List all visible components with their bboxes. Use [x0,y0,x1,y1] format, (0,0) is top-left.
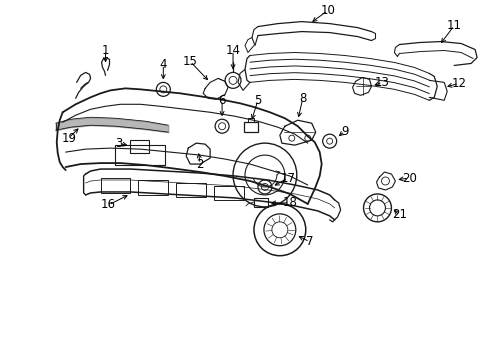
Text: 4: 4 [159,58,167,71]
Text: 21: 21 [391,208,406,221]
Text: 17: 17 [280,171,295,185]
Text: 16: 16 [101,198,116,211]
Text: 20: 20 [401,171,416,185]
Text: 1: 1 [102,44,109,57]
Text: 3: 3 [115,137,122,150]
Text: 5: 5 [254,94,261,107]
Text: 15: 15 [183,55,197,68]
Text: 12: 12 [451,77,466,90]
Text: 6: 6 [218,94,225,107]
Text: 2: 2 [196,158,203,171]
Text: 9: 9 [340,125,347,138]
Text: 10: 10 [320,4,334,17]
Text: 13: 13 [374,76,389,89]
Text: 19: 19 [61,132,76,145]
Text: 7: 7 [305,235,313,248]
Text: 11: 11 [446,19,461,32]
Text: 8: 8 [299,92,306,105]
Text: 18: 18 [282,197,297,210]
Text: 14: 14 [225,44,240,57]
